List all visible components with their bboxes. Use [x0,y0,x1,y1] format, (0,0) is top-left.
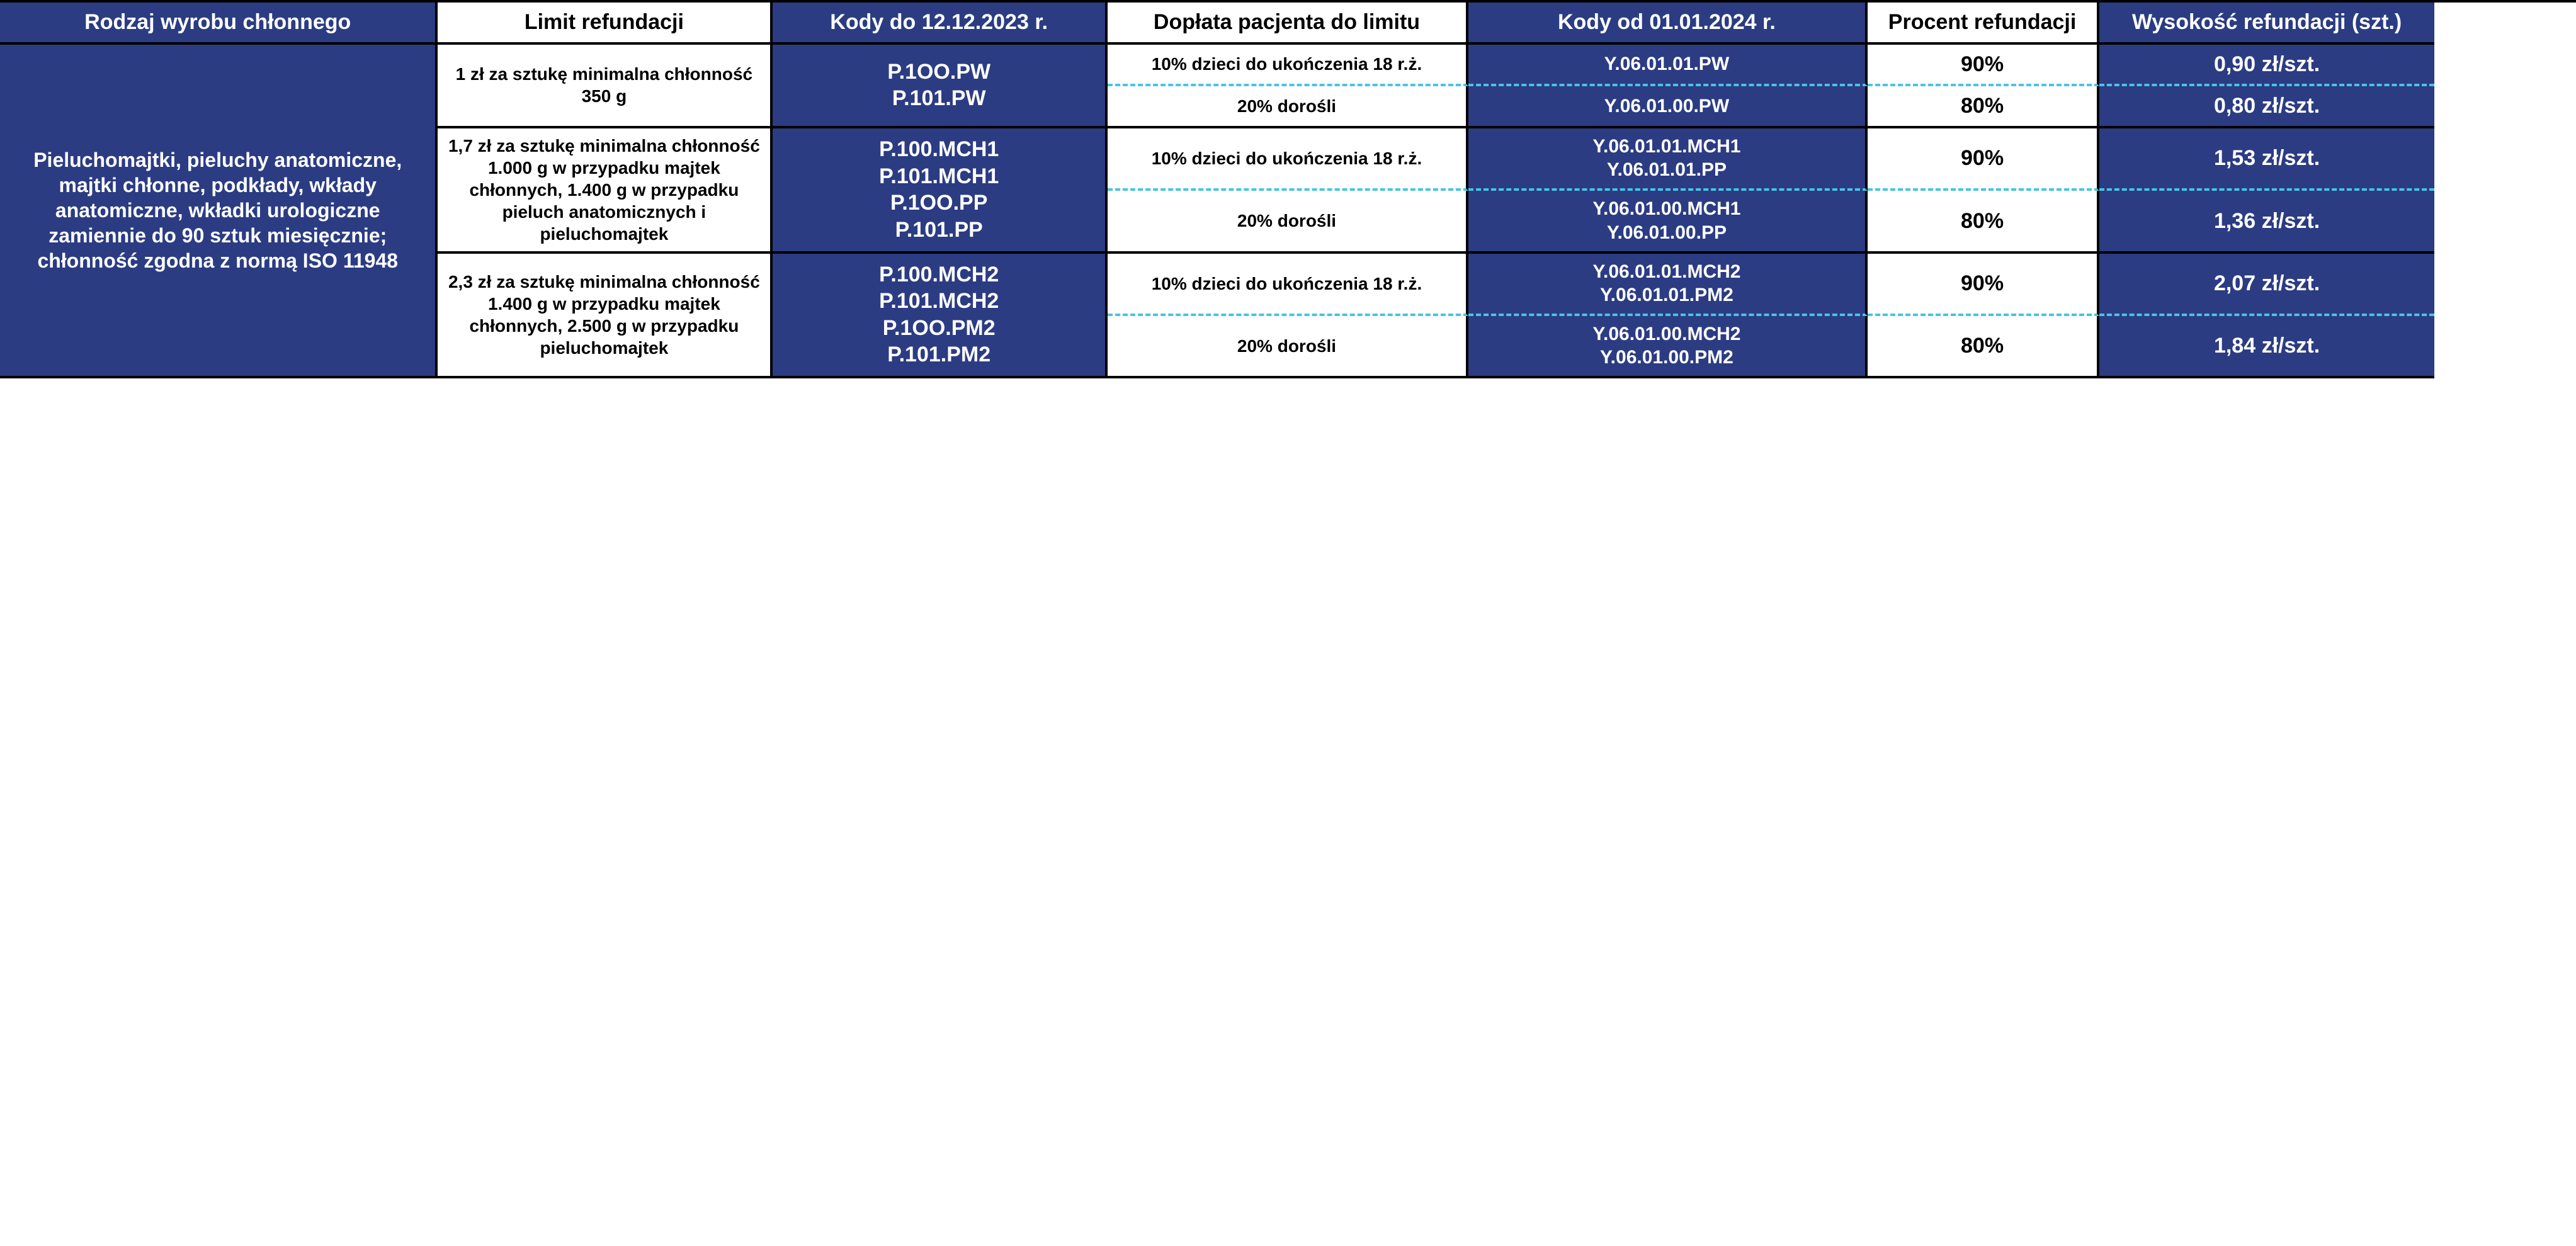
code-old: P.100.MCH2 [879,261,999,288]
header-codes-new: Kody od 01.01.2024 r. [1468,3,1868,45]
percent-1-1: 80% [1868,191,2099,254]
code-old: P.101.PW [887,85,990,112]
amount-0-1: 0,80 zł/szt. [2099,86,2434,128]
code-old: P.101.PP [879,217,999,244]
amount-2-0: 2,07 zł/szt. [2099,254,2434,316]
code-new: Y.06.01.01.PP [1592,158,1740,182]
code-new: Y.06.01.00.MCH1 [1592,197,1740,221]
code-old: P.101.MCH1 [879,163,999,190]
code-new: Y.06.01.00.PP [1592,221,1740,245]
code-old: P.1OO.PM2 [879,315,999,342]
codes-new-1-1: Y.06.01.00.MCH1Y.06.01.00.PP [1468,191,1868,254]
code-old: P.1OO.PP [879,190,999,217]
header-product-type: Rodzaj wyrobu chłonnego [0,3,438,45]
percent-2-0: 90% [1868,254,2099,316]
codes-old-1: P.100.MCH1P.101.MCH1P.1OO.PPP.101.PP [773,128,1108,254]
code-new: Y.06.01.01.MCH2 [1592,260,1740,284]
header-codes-old: Kody do 12.12.2023 r. [773,3,1108,45]
codes-new-1-0: Y.06.01.01.MCH1Y.06.01.01.PP [1468,128,1868,191]
percent-0-1: 80% [1868,86,2099,128]
codes-old-0: P.1OO.PWP.101.PW [773,45,1108,128]
header-limit: Limit refundacji [438,3,773,45]
copay-2-0: 10% dzieci do ukończenia 18 r.ż. [1108,254,1468,316]
copay-0-1: 20% dorośli [1108,86,1468,128]
codes-new-2-0: Y.06.01.01.MCH2Y.06.01.01.PM2 [1468,254,1868,316]
code-new: Y.06.01.00.PM2 [1592,346,1740,370]
amount-1-0: 1,53 zł/szt. [2099,128,2434,191]
copay-0-0: 10% dzieci do ukończenia 18 r.ż. [1108,45,1468,87]
code-new: Y.06.01.01.PW [1604,52,1729,76]
code-new: Y.06.01.01.MCH1 [1592,135,1740,159]
reimbursement-table: Rodzaj wyrobu chłonnego Limit refundacji… [0,0,2576,378]
code-old: P.101.PM2 [879,341,999,368]
code-old: P.101.MCH2 [879,288,999,315]
amount-0-0: 0,90 zł/szt. [2099,45,2434,87]
codes-new-2-1: Y.06.01.00.MCH2Y.06.01.00.PM2 [1468,316,1868,378]
codes-old-2: P.100.MCH2P.101.MCH2P.1OO.PM2P.101.PM2 [773,254,1108,378]
codes-new-0-0: Y.06.01.01.PW [1468,45,1868,87]
percent-1-0: 90% [1868,128,2099,191]
code-new: Y.06.01.00.MCH2 [1592,322,1740,346]
header-copay: Dopłata pacjenta do limitu [1108,3,1468,45]
amount-2-1: 1,84 zł/szt. [2099,316,2434,378]
code-new: Y.06.01.01.PM2 [1592,283,1740,307]
code-new: Y.06.01.00.PW [1604,94,1729,118]
header-amount: Wysokość refundacji (szt.) [2099,3,2434,45]
limit-2: 2,3 zł za sztukę minimalna chłonność 1.4… [438,254,773,378]
header-percent: Procent refundacji [1868,3,2099,45]
code-old: P.1OO.PW [887,59,990,86]
percent-0-0: 90% [1868,45,2099,87]
product-type-label: Pieluchomajtki, pieluchy anatomiczne, ma… [0,45,438,378]
copay-1-0: 10% dzieci do ukończenia 18 r.ż. [1108,128,1468,191]
percent-2-1: 80% [1868,316,2099,378]
limit-1: 1,7 zł za sztukę minimalna chłonność 1.0… [438,128,773,254]
limit-0: 1 zł za sztukę minimalna chłonność 350 g [438,45,773,128]
copay-1-1: 20% dorośli [1108,191,1468,254]
copay-2-1: 20% dorośli [1108,316,1468,378]
codes-new-0-1: Y.06.01.00.PW [1468,86,1868,128]
amount-1-1: 1,36 zł/szt. [2099,191,2434,254]
code-old: P.100.MCH1 [879,136,999,163]
